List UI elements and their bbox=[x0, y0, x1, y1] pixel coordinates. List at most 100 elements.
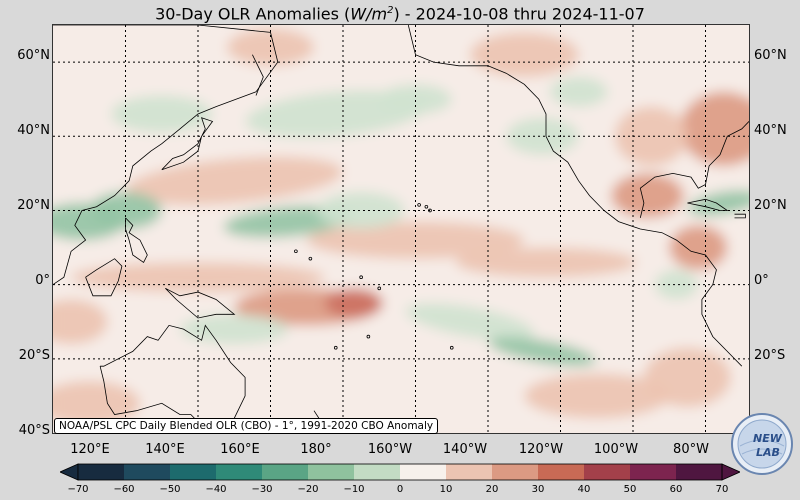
lat-label-left-20n: 20°N bbox=[17, 198, 50, 213]
anomaly-blob bbox=[53, 381, 140, 426]
lon-label-140w: 140°W bbox=[442, 442, 488, 457]
title-prefix: 30-Day OLR Anomalies ( bbox=[155, 4, 351, 24]
colorbar: −70 −60 −50 −40 −30 −20 −10 0 10 20 30 40 50 60 70 bbox=[59, 462, 741, 498]
anomaly-blob bbox=[611, 173, 684, 218]
title-suffix: ) - 2024-10-08 thru 2024-11-07 bbox=[393, 4, 645, 24]
colorbar-swatch bbox=[676, 464, 723, 480]
coastline bbox=[734, 213, 746, 219]
colorbar-swatch bbox=[538, 464, 585, 480]
anomaly-blob bbox=[614, 106, 688, 166]
lat-label-right-40n: 40°N bbox=[754, 123, 787, 138]
colorbar-swatch bbox=[262, 464, 309, 480]
island bbox=[333, 345, 338, 350]
colorbar-tick-label: 10 bbox=[439, 484, 453, 495]
lat-label-left-0: 0° bbox=[35, 273, 50, 288]
lat-label-left-40s: 40°S bbox=[18, 423, 50, 438]
anomaly-blob bbox=[227, 28, 314, 66]
coastline bbox=[252, 54, 264, 96]
anomaly-blob bbox=[317, 191, 405, 229]
lat-label-right-20s: 20°S bbox=[754, 348, 786, 363]
svg-text:NEW: NEW bbox=[753, 432, 783, 445]
island bbox=[294, 249, 298, 254]
island bbox=[377, 286, 382, 291]
colorbar-tick-label: 50 bbox=[623, 484, 637, 495]
anomaly-blob bbox=[455, 247, 637, 278]
anomaly-blob bbox=[324, 288, 383, 319]
coastline bbox=[125, 217, 148, 263]
coastline bbox=[99, 324, 246, 430]
colorbar-swatch bbox=[446, 464, 493, 480]
anomaly-blob bbox=[111, 95, 213, 133]
lon-label-180: 180° bbox=[300, 442, 332, 457]
anomaly-blob bbox=[506, 117, 579, 155]
island bbox=[366, 334, 371, 339]
colorbar-swatch bbox=[170, 464, 217, 480]
colorbar-tick-label: 0 bbox=[396, 484, 404, 495]
island bbox=[308, 256, 313, 261]
anomaly-blob bbox=[680, 91, 749, 166]
anomaly-blob bbox=[179, 314, 289, 344]
colorbar-swatch bbox=[78, 464, 125, 480]
colorbar-swatches bbox=[59, 463, 741, 481]
colorbar-tick-label: 60 bbox=[669, 484, 683, 495]
anomaly-map bbox=[53, 25, 749, 433]
coastline bbox=[161, 117, 214, 171]
title-unit-exponent: 2 bbox=[387, 5, 394, 16]
colorbar-tick-label: −30 bbox=[251, 484, 273, 495]
island bbox=[359, 275, 363, 280]
lat-label-left-20s: 20°S bbox=[18, 348, 50, 363]
colorbar-low-arrow bbox=[59, 463, 79, 481]
lat-label-right-0: 0° bbox=[754, 273, 769, 288]
colorbar-tick-label: 40 bbox=[577, 484, 591, 495]
anomaly-blob bbox=[524, 373, 670, 419]
lab-logo: NEW LAB bbox=[730, 412, 794, 476]
island bbox=[417, 203, 421, 207]
coastline bbox=[85, 258, 123, 297]
anomaly-field bbox=[53, 25, 749, 433]
lon-label-140e: 140°E bbox=[145, 442, 185, 457]
svg-text:LAB: LAB bbox=[756, 446, 780, 459]
colorbar-tick-label: −40 bbox=[205, 484, 227, 495]
colorbar-tick-label: −70 bbox=[67, 484, 89, 495]
anomaly-blob bbox=[125, 156, 343, 205]
lon-label-80w: 80°W bbox=[673, 442, 709, 457]
colorbar-swatch bbox=[400, 464, 447, 480]
anomaly-blob bbox=[379, 84, 452, 115]
lon-label-120w: 120°W bbox=[518, 442, 564, 457]
island bbox=[449, 345, 454, 350]
anomaly-blob bbox=[669, 225, 728, 270]
data-source-note: NOAA/PSL CPC Daily Blended OLR (CBO) - 1… bbox=[54, 418, 439, 434]
colorbar-tick-label: −20 bbox=[297, 484, 319, 495]
anomaly-blob bbox=[549, 76, 608, 107]
colorbar-tick-label: −60 bbox=[113, 484, 135, 495]
colorbar-swatch bbox=[308, 464, 355, 480]
colorbar-swatch bbox=[216, 464, 263, 480]
lat-label-right-60n: 60°N bbox=[754, 48, 787, 63]
anomaly-blob bbox=[53, 299, 108, 344]
anomaly-blob bbox=[643, 347, 731, 408]
colorbar-tick-label: 20 bbox=[485, 484, 499, 495]
gridlines bbox=[53, 25, 749, 433]
colorbar-swatch bbox=[124, 464, 171, 480]
colorbar-tick-label: 70 bbox=[715, 484, 729, 495]
lat-label-left-40n: 40°N bbox=[17, 123, 50, 138]
lon-label-100w: 100°W bbox=[593, 442, 639, 457]
anomaly-blob bbox=[469, 32, 579, 77]
colorbar-swatch bbox=[354, 464, 401, 480]
colorbar-tick-label: −50 bbox=[159, 484, 181, 495]
anomaly-blob bbox=[405, 303, 535, 341]
title-unit: W/m bbox=[350, 4, 388, 24]
lat-label-right-20n: 20°N bbox=[754, 198, 787, 213]
map-panel bbox=[52, 24, 750, 434]
colorbar-swatch bbox=[492, 464, 539, 480]
colorbar-tick-label: −10 bbox=[343, 484, 365, 495]
coastline bbox=[639, 121, 749, 218]
lon-label-160w: 160°W bbox=[367, 442, 413, 457]
coastline bbox=[165, 287, 236, 319]
colorbar-swatch bbox=[630, 464, 677, 480]
map-title: 30-Day OLR Anomalies (W/m2) - 2024-10-08… bbox=[0, 0, 800, 24]
lon-label-120e: 120°E bbox=[70, 442, 110, 457]
island bbox=[424, 204, 429, 209]
anomaly-blob bbox=[654, 269, 699, 300]
coastline bbox=[407, 25, 743, 367]
